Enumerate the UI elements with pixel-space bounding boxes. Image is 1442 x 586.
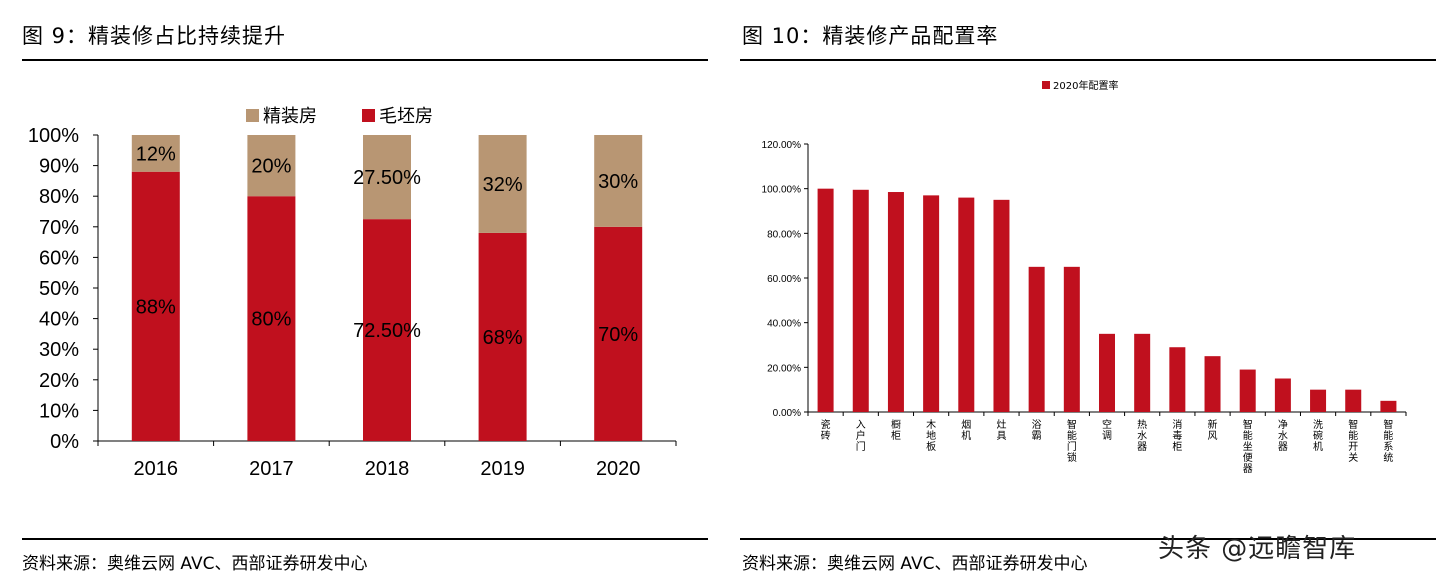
right-title-rule: [740, 59, 1436, 61]
maopi-bar-segment: [363, 219, 411, 441]
watermark-text: 头条 @远瞻智库: [1158, 534, 1357, 564]
left-legend-label: 精装房: [263, 106, 317, 127]
left-legend-swatch: [246, 109, 259, 122]
right-x-tick-label: 木地板: [926, 419, 936, 453]
right-figure-panel: 图 10：精装修产品配置率 0.00% 20.00% 40.00% 60.00% 80.…: [730, 0, 1442, 586]
right-legend-swatch: [1042, 81, 1050, 89]
jingzhuang-data-label: 30%: [598, 171, 638, 193]
right-x-tick-label: 烟机: [961, 418, 971, 442]
left-x-tick-label: 2020: [596, 458, 641, 480]
configuration-rate-bar: [1380, 400, 1397, 412]
right-bar-chart: 0.00% 20.00% 40.00% 60.00% 80.00% 100.00% 120.…: [762, 79, 1407, 475]
left-x-tick-label: 2019: [480, 458, 525, 480]
maopi-data-label: 72.50%: [353, 320, 421, 342]
right-x-tick-label: 净水器: [1278, 418, 1288, 453]
left-y-tick-label: 20%: [39, 370, 79, 392]
left-y-tick-label: 90%: [39, 156, 79, 178]
jingzhuang-bar-segment: [131, 135, 180, 172]
left-y-tick-label: 70%: [39, 217, 79, 239]
left-title-rule: [22, 59, 708, 61]
maopi-bar-segment: [247, 196, 296, 441]
left-y-tick-label: 80%: [39, 186, 79, 208]
maopi-bar-segment: [131, 171, 180, 441]
left-y-tick-label: 100%: [28, 125, 79, 147]
right-x-tick-label: 橱柜: [891, 418, 901, 442]
right-x-tick-label: 热水器: [1137, 418, 1147, 453]
left-figure-title: 图 9：精装修占比持续提升: [22, 24, 287, 48]
jingzhuang-data-label: 20%: [251, 156, 291, 178]
jingzhuang-data-label: 27.50%: [353, 167, 421, 189]
left-legend-label: 毛坯房: [379, 106, 433, 127]
left-y-tick-label: 10%: [39, 400, 79, 422]
right-x-tick-label: 新风: [1208, 418, 1218, 442]
configuration-rate-bar: [852, 189, 869, 412]
jingzhuang-bar-segment: [594, 135, 643, 227]
jingzhuang-data-label: 32%: [483, 174, 523, 196]
right-x-tick-label: 消毒柜: [1172, 418, 1182, 453]
configuration-rate-bar: [887, 192, 904, 412]
configuration-rate-bar: [1204, 356, 1221, 412]
configuration-rate-bar: [817, 188, 834, 412]
left-y-tick-label: 60%: [39, 247, 79, 269]
left-x-tick-label: 2016: [134, 458, 179, 480]
maopi-data-label: 80%: [251, 309, 291, 331]
configuration-rate-bar: [1063, 266, 1080, 412]
configuration-rate-bar: [1028, 266, 1045, 412]
right-y-tick-label: 100.00%: [762, 185, 802, 196]
right-x-tick-label: 空调: [1102, 418, 1112, 442]
maopi-data-label: 68%: [483, 327, 523, 349]
configuration-rate-bar: [1099, 333, 1115, 412]
maopi-bar-segment: [594, 226, 643, 441]
configuration-rate-bar: [923, 195, 940, 412]
configuration-rate-bar: [1274, 378, 1291, 412]
right-x-tick-label: 灶具: [996, 418, 1006, 442]
left-source-note: 资料来源：奥维云网 AVC、西部证券研发中心: [22, 554, 368, 574]
jingzhuang-bar-segment: [247, 135, 296, 197]
left-x-tick-label: 2018: [365, 458, 410, 480]
configuration-rate-bar: [1310, 389, 1327, 412]
right-x-tick-label: 洗碗机: [1313, 419, 1323, 453]
right-x-tick-label: 智能门锁: [1067, 418, 1077, 464]
maopi-data-label: 70%: [598, 324, 638, 346]
right-y-tick-label: 120.00%: [762, 140, 802, 151]
configuration-rate-bar: [1345, 389, 1362, 412]
jingzhuang-bar-segment: [363, 135, 411, 220]
left-y-tick-label: 30%: [39, 339, 79, 361]
right-y-tick-label: 60.00%: [767, 274, 801, 285]
left-source-rule: [22, 538, 708, 540]
maopi-data-label: 88%: [136, 296, 176, 318]
configuration-rate-bar: [1239, 369, 1256, 412]
left-stacked-bar-chart: 0% 10% 20% 30% 40% 50% 60% 70% 80% 90% 100% 88% 12% 2…: [28, 106, 677, 480]
right-source-rule: [740, 538, 1436, 540]
right-y-tick-label: 0.00%: [773, 408, 801, 419]
right-x-tick-label: 智能系统: [1383, 418, 1393, 464]
configuration-rate-bar: [993, 199, 1010, 412]
right-x-tick-label: 智能坐便器: [1243, 418, 1253, 475]
right-x-tick-label: 入户门: [856, 420, 866, 453]
configuration-rate-bar: [1169, 347, 1186, 412]
right-x-tick-label: 浴霸: [1032, 419, 1042, 442]
jingzhuang-data-label: 12%: [136, 143, 176, 165]
right-source-note: 资料来源：奥维云网 AVC、西部证券研发中心: [742, 554, 1088, 574]
left-y-tick-label: 50%: [39, 278, 79, 300]
left-figure-panel: 图 9：精装修占比持续提升 0% 10% 20% 30% 40% 50% 60% 70% 80%…: [0, 0, 712, 586]
right-x-tick-label: 智能开关: [1348, 418, 1358, 464]
right-figure-title: 图 10：精装修产品配置率: [742, 24, 999, 48]
left-y-tick-label: 0%: [50, 431, 79, 453]
right-y-tick-label: 40.00%: [767, 319, 801, 330]
right-x-tick-label: 瓷砖: [821, 418, 831, 442]
left-y-tick-label: 40%: [39, 309, 79, 331]
right-legend-label: 2020年配置率: [1053, 79, 1118, 92]
configuration-rate-bar: [958, 197, 975, 412]
right-y-tick-label: 80.00%: [767, 229, 801, 240]
right-y-tick-label: 20.00%: [767, 363, 801, 374]
maopi-bar-segment: [478, 232, 527, 441]
left-x-tick-label: 2017: [249, 458, 294, 480]
configuration-rate-bar: [1134, 333, 1151, 412]
jingzhuang-bar-segment: [478, 135, 527, 233]
left-legend-swatch: [362, 109, 375, 122]
